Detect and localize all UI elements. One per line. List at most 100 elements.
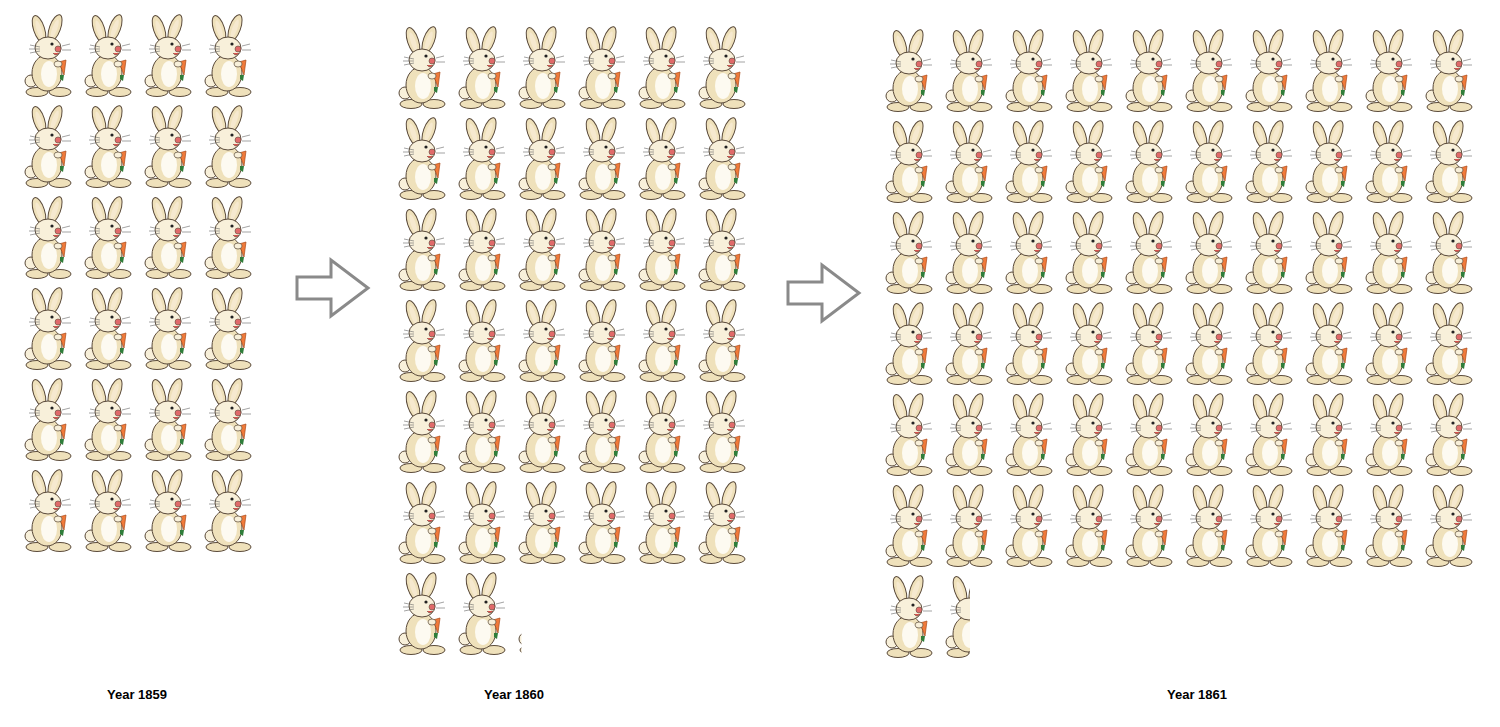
rabbit-icon (25, 377, 71, 461)
icon-group (25, 13, 251, 552)
rabbit-icon (459, 298, 505, 382)
rabbit-icon (25, 286, 71, 370)
rabbit-icon (1006, 301, 1052, 385)
pictograph-chart: Year 1859 Year 1860 Year 1861 (0, 0, 1500, 727)
rabbit-icon (946, 119, 992, 203)
rabbit-icon (85, 468, 131, 552)
rabbit-icon (399, 25, 445, 109)
rabbit-icon (579, 389, 625, 473)
rabbit-icon (519, 116, 565, 200)
rabbit-icon (459, 116, 505, 200)
rabbit-icon (886, 210, 932, 294)
rabbit-icon (399, 571, 445, 655)
rabbit-icon (145, 104, 191, 188)
rabbit-icon (1006, 28, 1052, 112)
category-label: Year 1859 (107, 687, 167, 702)
rabbit-icon (1066, 28, 1112, 112)
rabbit-icon (1366, 119, 1412, 203)
rabbit-icon (399, 298, 445, 382)
rabbit-icon (1246, 392, 1292, 476)
rabbit-icon (1066, 392, 1112, 476)
rabbit-icon (1006, 483, 1052, 567)
rabbit-icon (1426, 119, 1472, 203)
rabbit-icon (1066, 210, 1112, 294)
rabbit-icon (579, 480, 625, 564)
rabbit-icon (1186, 483, 1232, 567)
rabbit-icon (886, 392, 932, 476)
rabbit-icon (25, 195, 71, 279)
rabbit-icon (519, 480, 565, 564)
rabbit-icon (699, 298, 745, 382)
chart-container: Year 1859 Year 1860 Year 1861 (0, 0, 1500, 727)
rabbit-icon (946, 576, 970, 658)
rabbit-icon (459, 207, 505, 291)
rabbit-icon (1066, 119, 1112, 203)
rabbit-icon (1006, 392, 1052, 476)
rabbit-icon (1006, 210, 1052, 294)
rabbit-icon (579, 298, 625, 382)
rabbit-icon (519, 573, 521, 655)
rabbit-icon (25, 13, 71, 97)
rabbit-icon (1306, 119, 1352, 203)
rabbit-icon (205, 286, 251, 370)
rabbit-icon (699, 389, 745, 473)
category-label: Year 1861 (1167, 687, 1227, 702)
rabbit-icon (699, 480, 745, 564)
icon-group (886, 28, 1472, 658)
rabbit-icon (1246, 28, 1292, 112)
rabbit-icon (579, 25, 625, 109)
rabbit-icon (1186, 392, 1232, 476)
rabbit-icon (1306, 301, 1352, 385)
rabbit-icon (1186, 301, 1232, 385)
rabbit-icon (1246, 301, 1292, 385)
rabbit-icon (639, 25, 685, 109)
rabbit-icon (205, 104, 251, 188)
rabbit-icon (1426, 210, 1472, 294)
rabbit-icon (459, 25, 505, 109)
rabbit-icon (579, 207, 625, 291)
rabbit-icon (1006, 119, 1052, 203)
rabbit-icon (886, 483, 932, 567)
rabbit-icon (399, 116, 445, 200)
rabbit-icon (25, 468, 71, 552)
rabbit-icon (699, 25, 745, 109)
rabbit-icon (519, 389, 565, 473)
rabbit-icon (85, 104, 131, 188)
category-label: Year 1860 (484, 687, 544, 702)
rabbit-icon (1306, 392, 1352, 476)
rabbit-icon (699, 207, 745, 291)
rabbit-icon (519, 25, 565, 109)
rabbit-icon (459, 480, 505, 564)
rabbit-icon (85, 195, 131, 279)
rabbit-icon (1246, 119, 1292, 203)
rabbit-icon (1426, 28, 1472, 112)
rabbit-icon (85, 377, 131, 461)
rabbit-icon (1066, 301, 1112, 385)
rabbit-icon (1426, 301, 1472, 385)
rabbit-icon (639, 389, 685, 473)
rabbit-icon (639, 298, 685, 382)
rabbit-icon (886, 28, 932, 112)
rabbit-icon (459, 389, 505, 473)
rabbit-icon (145, 377, 191, 461)
rabbit-icon (145, 13, 191, 97)
rabbit-icon (639, 480, 685, 564)
rabbit-icon (1126, 210, 1172, 294)
rabbit-icon (1366, 392, 1412, 476)
rabbit-icon (579, 116, 625, 200)
rabbit-icon (205, 468, 251, 552)
rabbit-icon (399, 207, 445, 291)
rabbit-icon (1306, 483, 1352, 567)
rabbit-icon (1366, 301, 1412, 385)
rabbit-icon (946, 28, 992, 112)
rabbit-icon (1366, 210, 1412, 294)
rabbit-icon (639, 207, 685, 291)
rabbit-icon (25, 104, 71, 188)
rabbit-icon (1186, 210, 1232, 294)
arrow (788, 265, 859, 321)
rabbit-icon (886, 301, 932, 385)
rabbit-icon (886, 574, 932, 658)
rabbit-icon (1126, 28, 1172, 112)
rabbit-icon (85, 13, 131, 97)
rabbit-icon (519, 207, 565, 291)
